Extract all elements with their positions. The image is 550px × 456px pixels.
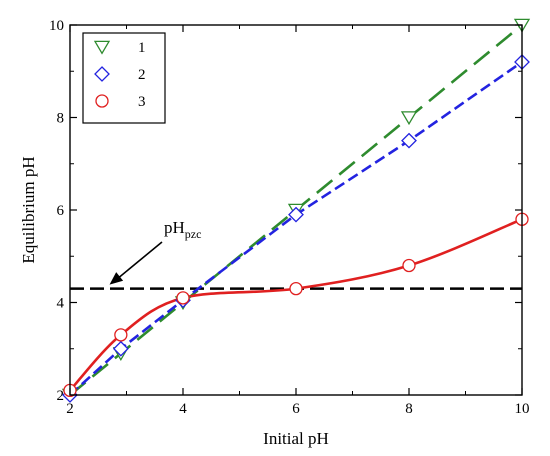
series-2-line — [69, 60, 523, 396]
legend: 1 2 3 — [82, 32, 166, 124]
y-axis: 2 4 6 8 10 — [49, 18, 522, 404]
series-3-point — [114, 328, 128, 342]
x-tick-label: 10 — [515, 401, 530, 417]
x-tick-label: 8 — [405, 401, 413, 417]
y-axis-label: Equilibrium pH — [19, 156, 38, 263]
series-3-point — [289, 281, 303, 296]
legend-label-3: 3 — [138, 94, 146, 110]
series-1-point — [400, 111, 418, 126]
annotation: pHpzc — [109, 218, 201, 285]
series-3-point — [402, 258, 416, 273]
x-axis: 2 4 6 8 10 — [66, 25, 530, 417]
annotation-arrow-head — [109, 272, 124, 285]
x-tick-label: 6 — [292, 401, 300, 417]
series-3-point — [176, 291, 190, 305]
y-tick-label: 4 — [57, 296, 65, 312]
legend-marker-1 — [93, 40, 111, 55]
x-tick-label: 4 — [179, 401, 187, 417]
series-2-point — [112, 340, 129, 357]
legend-marker-2 — [94, 66, 110, 82]
y-tick-label: 2 — [57, 388, 65, 404]
annotation-main: pH — [164, 218, 185, 237]
annotation-label: pHpzc — [164, 218, 201, 241]
annotation-arrow-shaft — [117, 241, 163, 280]
legend-box — [82, 32, 166, 124]
legend-label-2: 2 — [138, 67, 146, 83]
y-tick-label: 10 — [49, 18, 64, 34]
y-tick-label: 8 — [57, 111, 65, 127]
series-2-point — [401, 132, 417, 149]
x-axis-label: Initial pH — [263, 429, 329, 448]
legend-label-1: 1 — [138, 40, 146, 56]
series-2-point — [288, 206, 304, 223]
x-tick-label: 2 — [66, 401, 74, 417]
y-tick-label: 6 — [57, 203, 65, 219]
annotation-sub: pzc — [185, 227, 202, 241]
legend-marker-3 — [95, 94, 109, 108]
series-3-line — [69, 218, 523, 392]
series-1-line — [69, 23, 523, 397]
